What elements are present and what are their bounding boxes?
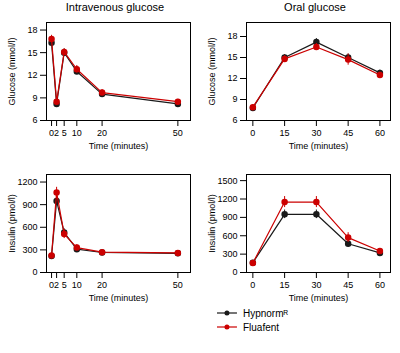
svg-text:Time (minutes): Time (minutes) xyxy=(89,141,149,151)
svg-text:600: 600 xyxy=(22,222,37,232)
svg-text:10: 10 xyxy=(72,128,82,138)
svg-text:Time (minutes): Time (minutes) xyxy=(289,293,349,303)
svg-text:1500: 1500 xyxy=(217,176,237,186)
svg-text:0: 0 xyxy=(49,127,55,138)
html-text:Hypnormᴿ: Hypnormᴿ xyxy=(243,307,288,319)
svg-text:300: 300 xyxy=(222,249,237,259)
svg-text:1200: 1200 xyxy=(217,194,237,204)
svg-text:12: 12 xyxy=(27,70,37,80)
svg-text:5: 5 xyxy=(62,128,67,138)
svg-text:50: 50 xyxy=(173,280,183,290)
svg-text:Time (minutes): Time (minutes) xyxy=(89,293,149,303)
svg-text:5: 5 xyxy=(62,280,67,290)
svg-text:30: 30 xyxy=(311,128,321,138)
svg-text:Insulin (pmol/l): Insulin (pmol/l) xyxy=(207,194,217,253)
svg-text:50: 50 xyxy=(173,128,183,138)
svg-text:12: 12 xyxy=(227,73,237,83)
html-text:Oral glucose: Oral glucose xyxy=(284,1,346,13)
svg-text:Glucose (mmol/l): Glucose (mmol/l) xyxy=(207,37,217,105)
svg-text:0: 0 xyxy=(250,280,255,290)
svg-text:600: 600 xyxy=(222,231,237,241)
svg-text:10: 10 xyxy=(72,280,82,290)
svg-text:18: 18 xyxy=(227,31,237,41)
svg-text:0: 0 xyxy=(32,267,37,277)
svg-text:20: 20 xyxy=(97,128,107,138)
svg-text:9: 9 xyxy=(232,94,237,104)
svg-text:0: 0 xyxy=(250,128,255,138)
html-text:Intravenous glucose: Intravenous glucose xyxy=(65,1,165,13)
svg-text:Time (minutes): Time (minutes) xyxy=(289,141,349,151)
svg-text:15: 15 xyxy=(280,128,290,138)
svg-text:18: 18 xyxy=(27,25,37,35)
html-text:Fluafent: Fluafent xyxy=(243,321,280,333)
svg-text:15: 15 xyxy=(227,52,237,62)
svg-text:6: 6 xyxy=(32,115,37,125)
svg-text:60: 60 xyxy=(375,128,385,138)
svg-text:2: 2 xyxy=(54,280,59,290)
svg-text:15: 15 xyxy=(280,280,290,290)
svg-text:2: 2 xyxy=(54,128,59,138)
svg-text:900: 900 xyxy=(222,212,237,222)
svg-text:30: 30 xyxy=(311,280,321,290)
svg-text:9: 9 xyxy=(32,93,37,103)
svg-text:0: 0 xyxy=(49,279,55,290)
svg-text:900: 900 xyxy=(22,200,37,210)
svg-text:300: 300 xyxy=(22,245,37,255)
svg-text:Insulin (pmol/l): Insulin (pmol/l) xyxy=(7,194,17,253)
svg-text:20: 20 xyxy=(97,280,107,290)
svg-text:45: 45 xyxy=(343,128,353,138)
svg-text:0: 0 xyxy=(232,267,237,277)
svg-text:6: 6 xyxy=(232,115,237,125)
svg-text:15: 15 xyxy=(27,48,37,58)
svg-text:60: 60 xyxy=(375,280,385,290)
svg-text:45: 45 xyxy=(343,280,353,290)
svg-text:1200: 1200 xyxy=(17,177,37,187)
svg-text:Glucose (mmol/l): Glucose (mmol/l) xyxy=(7,37,17,105)
